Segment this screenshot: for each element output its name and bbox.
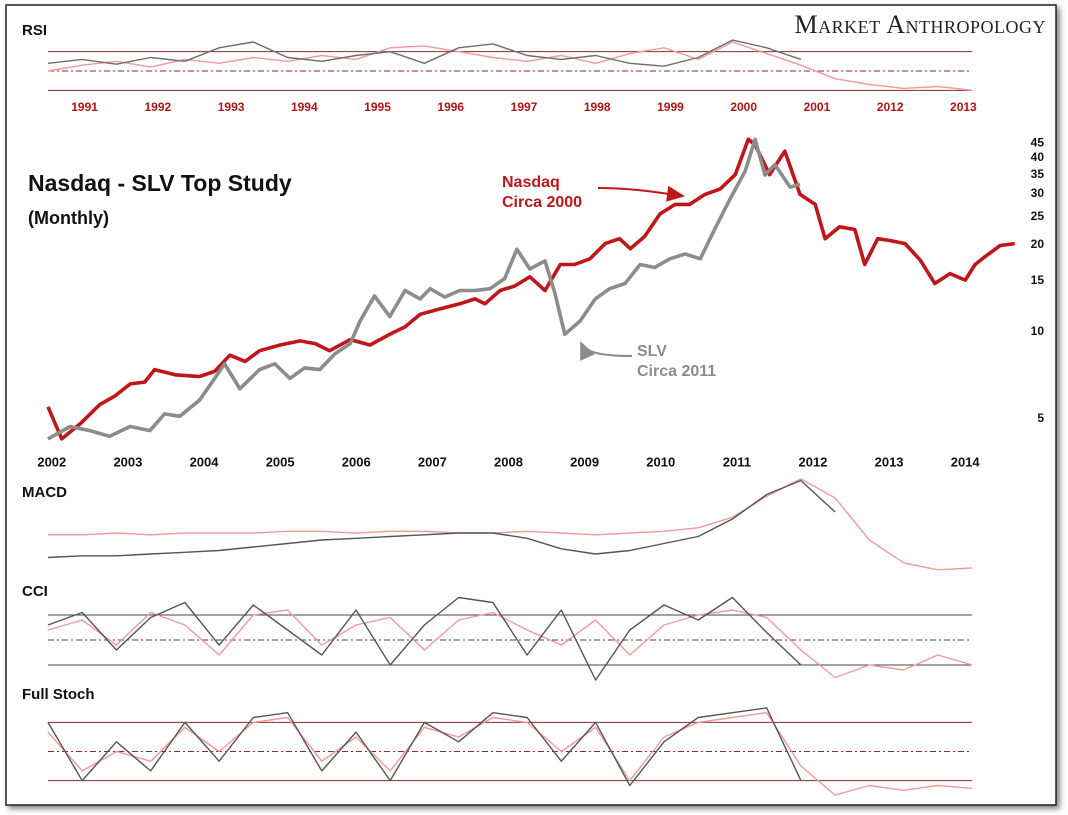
plots: Nasdaq - SLV Top Study (Monthly) 2002 2003 2…	[22, 22, 1045, 796]
x-tick-label: 2014	[951, 454, 981, 469]
x-tick-label: 1995	[364, 100, 391, 114]
x-tick-label: 2002	[37, 454, 66, 469]
y-tick-label: 15	[1031, 273, 1045, 287]
y-tick-label: 10	[1031, 324, 1045, 338]
x-tick-label: 1998	[584, 100, 611, 114]
annotation: Circa 2000	[502, 194, 582, 211]
annotation: SLV	[637, 343, 667, 360]
series-line	[47, 39, 802, 67]
series-line	[47, 596, 802, 681]
x-tick-label: 2004	[190, 454, 220, 469]
panel-title: CCI	[22, 583, 48, 600]
frame	[5, 4, 1057, 806]
series-line	[47, 712, 973, 796]
x-tick-label: 2011	[723, 454, 751, 469]
x-tick-label: 2008	[494, 454, 523, 469]
x-tick-label: 2001	[804, 100, 831, 114]
x-tick-label: 2006	[342, 454, 371, 469]
annotation: Nasdaq	[502, 174, 560, 191]
y-tick-label: 25	[1031, 209, 1045, 223]
panel-title: MACD	[22, 484, 67, 501]
series-line	[47, 479, 836, 559]
series-line	[48, 478, 973, 571]
x-tick-label: 1996	[437, 100, 464, 114]
chart-subtitle: (Monthly)	[28, 208, 109, 228]
x-tick-label: 1992	[144, 100, 171, 114]
x-tick-label: 1993	[218, 100, 245, 114]
series-line	[47, 137, 801, 441]
y-tick-label: 35	[1031, 167, 1045, 181]
x-tick-label: 2003	[113, 454, 142, 469]
series-line	[47, 707, 802, 787]
chart-title: Nasdaq - SLV Top Study	[28, 170, 292, 196]
y-tick-label: 40	[1031, 150, 1045, 164]
x-tick-label: 2007	[418, 454, 447, 469]
x-tick-label: 2005	[266, 454, 295, 469]
x-tick-label: 1997	[511, 100, 538, 114]
y-tick-label: 20	[1031, 237, 1045, 251]
series-line	[47, 41, 973, 91]
x-tick-label: 1991	[71, 100, 98, 114]
y-tick-label: 45	[1031, 135, 1045, 149]
brand: Market Anthropology	[795, 10, 1046, 39]
y-tick-label: 5	[1037, 411, 1044, 425]
y-tick-label: 30	[1031, 186, 1045, 200]
x-tick-label: 2012	[877, 100, 904, 114]
x-tick-label: 2000	[730, 100, 757, 114]
panel-title: RSI	[22, 22, 47, 39]
x-tick-label: 2009	[570, 454, 599, 469]
series-line	[46, 137, 1015, 441]
x-tick-label: 2012	[799, 454, 828, 469]
annotation: Circa 2011	[637, 363, 716, 380]
x-tick-label: 2013	[950, 100, 977, 114]
x-tick-label: 2010	[646, 454, 675, 469]
panel-title: Full Stoch	[22, 686, 95, 703]
x-tick-label: 1994	[291, 100, 318, 114]
series-line	[47, 609, 973, 679]
arrow	[597, 185, 685, 202]
x-tick-label: 2013	[875, 454, 904, 469]
x-tick-label: 1999	[657, 100, 684, 114]
arrow	[580, 341, 633, 361]
